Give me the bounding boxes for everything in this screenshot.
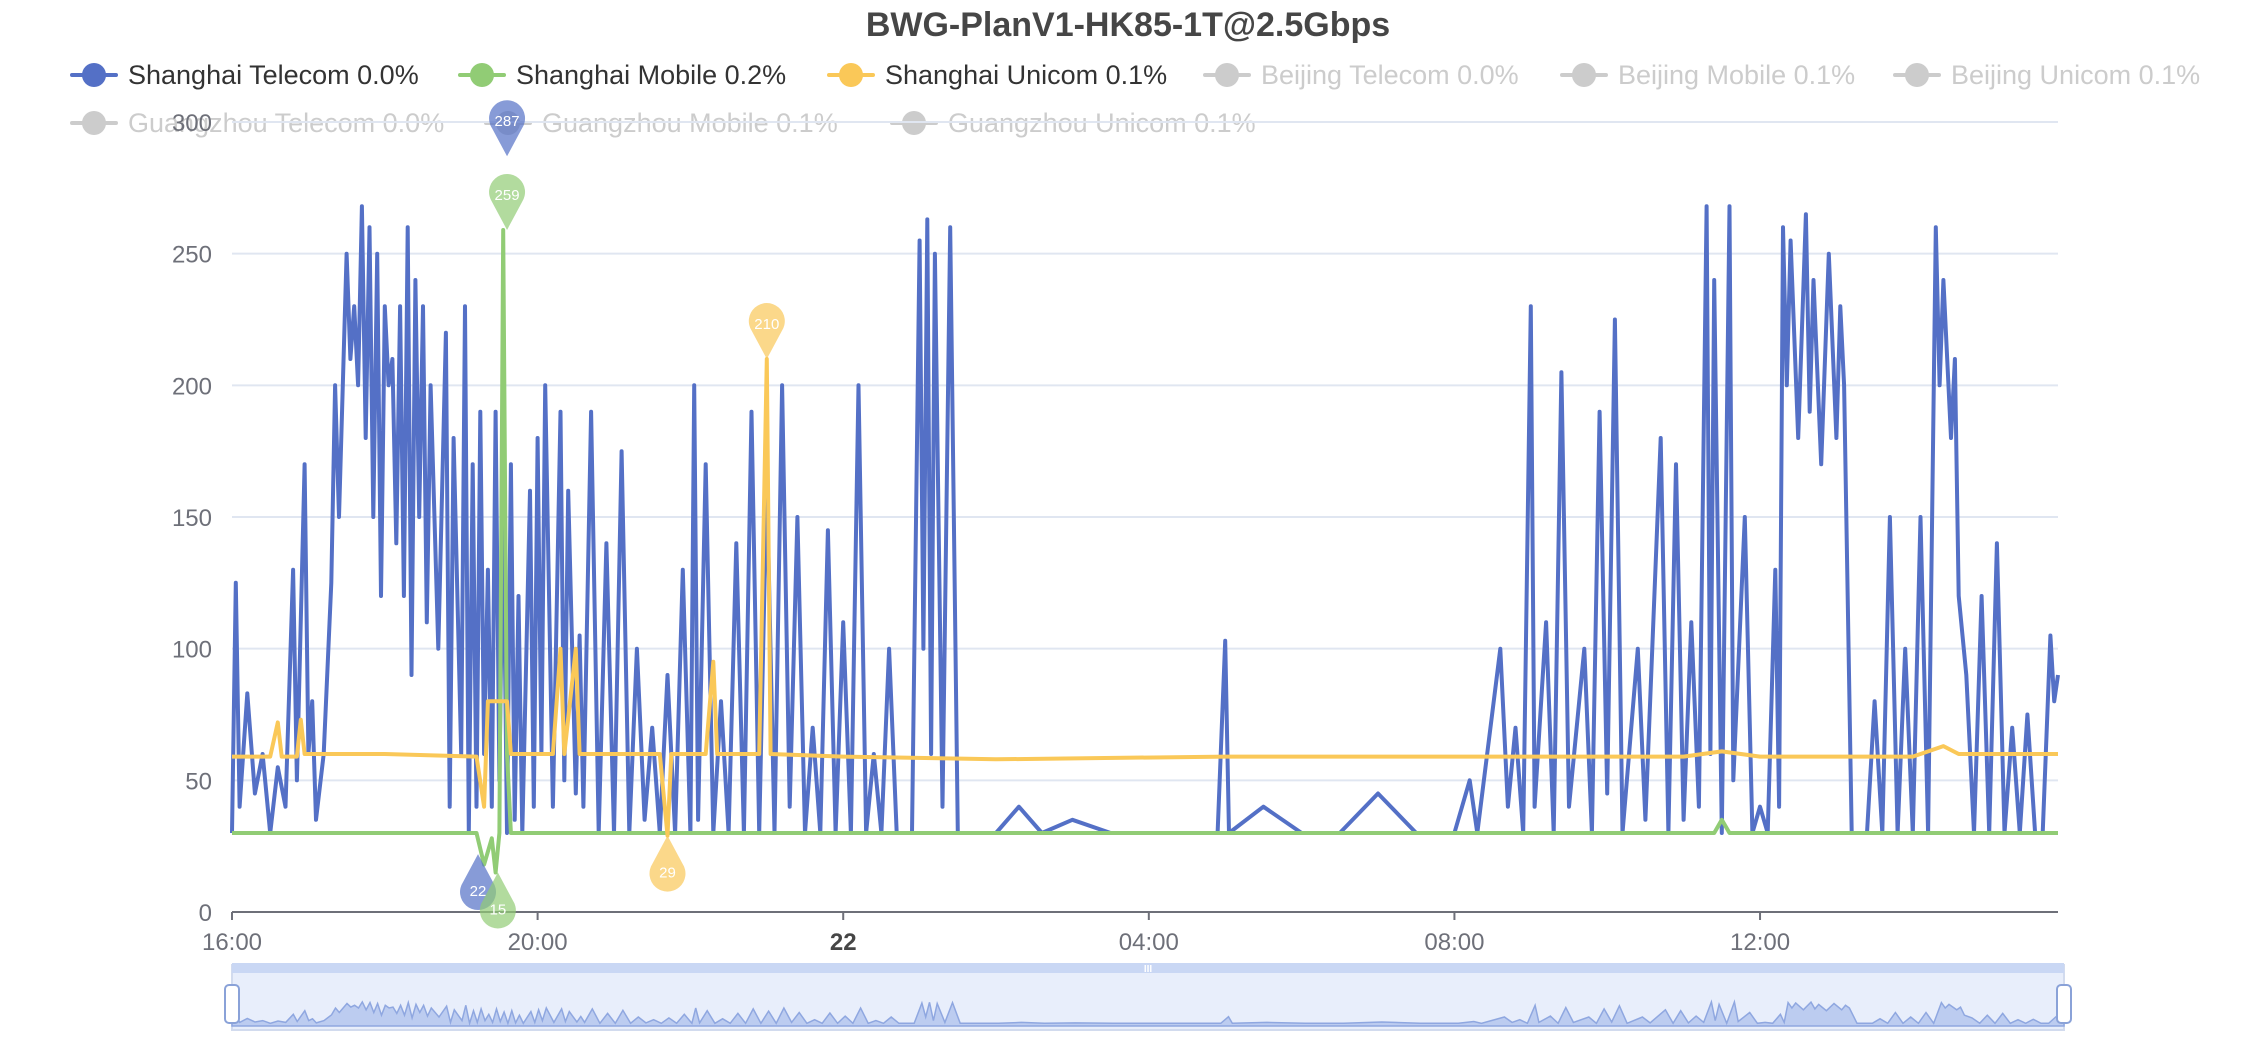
x-tick-label: 04:00 — [1119, 929, 1179, 955]
mark-point-label: 210 — [754, 316, 779, 333]
legend-line-icon — [70, 111, 118, 135]
y-tick-label: 300 — [172, 110, 212, 137]
legend-item-beijing-unicom[interactable]: Beijing Unicom 0.1% — [1893, 55, 2200, 95]
legend-item-shanghai-mobile[interactable]: Shanghai Mobile 0.2% — [458, 55, 786, 95]
x-tick-label: 12:00 — [1730, 929, 1790, 955]
legend-line-icon — [70, 63, 118, 87]
mark-point-label: 29 — [659, 865, 676, 882]
zoom-drag-label[interactable]: III — [1144, 964, 1153, 975]
series-line-shanghai-telecom — [230, 204, 2060, 835]
legend-label: Shanghai Telecom 0.0% — [128, 59, 419, 90]
series-lines — [230, 204, 2060, 875]
mark-pin-shape — [489, 100, 526, 157]
legend-label: Beijing Mobile 0.1% — [1618, 59, 1856, 90]
legend-line-icon — [1560, 63, 1608, 87]
legend-item-shanghai-unicom[interactable]: Shanghai Unicom 0.1% — [827, 55, 1167, 95]
mark-point-min-shanghai-unicom — [649, 835, 686, 892]
mark-point-max-shanghai-mobile — [489, 174, 526, 230]
mark-points: 287 22 259 15 210 29 — [460, 100, 785, 929]
y-tick-label: 250 — [172, 242, 212, 269]
legend-label: Shanghai Unicom 0.1% — [885, 59, 1168, 90]
legend-row-1: Shanghai Telecom 0.0% Shanghai Mobile 0.… — [70, 55, 2220, 103]
y-tick-label: 150 — [172, 505, 212, 532]
y-tick-label: 100 — [172, 637, 212, 664]
legend-label: Beijing Telecom 0.0% — [1261, 59, 1519, 90]
legend-line-icon — [827, 63, 875, 87]
zoom-preview-area — [231, 999, 2065, 1027]
zoom-slider-content[interactable]: III — [224, 963, 2072, 1031]
mark-point-max-shanghai-telecom — [489, 100, 526, 157]
mark-pin-shape — [649, 835, 686, 892]
mark-point-label: 22 — [470, 883, 487, 900]
x-tick-label: 20:00 — [508, 929, 568, 955]
x-tick-label: 16:00 — [202, 929, 262, 955]
zoom-track[interactable] — [231, 964, 2065, 1031]
y-tick-label: 50 — [185, 768, 212, 795]
series-line-shanghai-unicom — [232, 357, 2058, 838]
x-tick-label: 08:00 — [1424, 929, 1484, 955]
legend-item-shanghai-telecom[interactable]: Shanghai Telecom 0.0% — [70, 55, 419, 95]
y-tick-label: 0 — [199, 900, 212, 927]
mark-pin-shape — [748, 303, 785, 359]
mark-point-min-shanghai-mobile — [479, 872, 516, 929]
y-tick-label: 200 — [172, 373, 212, 400]
legend-label: Shanghai Mobile 0.2% — [516, 59, 787, 90]
mark-point-label: 15 — [490, 902, 507, 919]
mark-point-label: 259 — [495, 187, 520, 204]
chart-title: BWG-PlanV1-HK85-1T@2.5Gbps — [865, 6, 1391, 44]
legend-line-icon — [458, 63, 506, 87]
legend-line-icon — [1893, 63, 1941, 87]
x-tick-label: 22 — [830, 929, 857, 955]
legend-item-beijing-telecom[interactable]: Beijing Telecom 0.0% — [1203, 55, 1519, 95]
legend-item-beijing-mobile[interactable]: Beijing Mobile 0.1% — [1560, 55, 1855, 95]
mark-pin-shape — [479, 872, 516, 929]
zoom-move-bar[interactable] — [232, 963, 2064, 973]
line-chart-plot: 0 50 100 150 200 250 300 16:00 20:00 22 04:00 08:00… — [172, 100, 2060, 955]
legend-label: Beijing Unicom 0.1% — [1951, 59, 2201, 90]
axes: 0 50 100 150 200 250 300 16:00 20:00 22 04:00 08:00… — [172, 110, 2058, 955]
series-line-shanghai-mobile — [232, 228, 2058, 875]
mark-point-label: 287 — [495, 113, 520, 130]
mark-pin-shape — [489, 174, 526, 230]
zoom-handle-left[interactable] — [224, 984, 240, 1024]
legend-line-icon — [1203, 63, 1251, 87]
mark-point-max-shanghai-unicom — [748, 303, 785, 359]
zoom-handle-right[interactable] — [2056, 984, 2072, 1024]
